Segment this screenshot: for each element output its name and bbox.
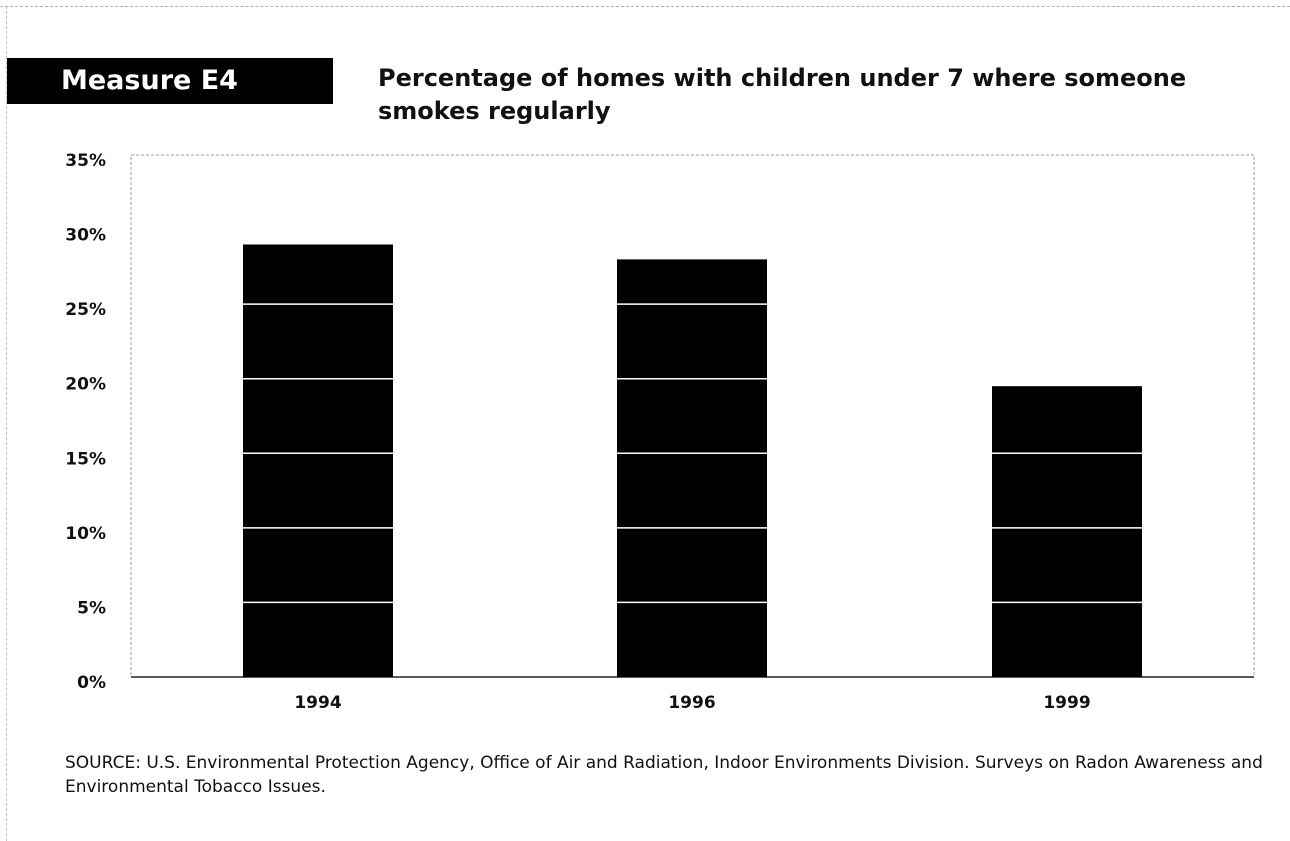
y-tick-label: 35%: [65, 151, 106, 171]
x-tick-label: 1999: [1043, 693, 1090, 713]
source-note: SOURCE: U.S. Environmental Protection Ag…: [65, 753, 1263, 797]
y-tick-label: 0%: [77, 673, 106, 693]
bar-1994: [243, 244, 393, 677]
y-tick-labels: 0% 5% 10% 15% 20% 25% 30% 35%: [65, 151, 106, 693]
page-frame-top-border: [0, 6, 1290, 7]
bar-1999: [992, 386, 1142, 677]
y-tick-label: 15%: [65, 449, 106, 469]
x-tick-labels: 1994 1996 1999: [294, 693, 1090, 713]
y-tick-label: 10%: [65, 524, 106, 544]
x-tick-label: 1994: [294, 693, 341, 713]
chart-title: Percentage of homes with children under …: [378, 64, 1187, 125]
bar-1996: [617, 259, 767, 677]
page-frame-left-border: [6, 6, 7, 841]
measure-label: Measure E4: [7, 58, 333, 104]
bars-group: [243, 244, 1142, 677]
y-tick-label: 30%: [65, 226, 106, 246]
y-tick-label: 20%: [65, 375, 106, 395]
y-tick-label: 25%: [65, 300, 106, 320]
y-tick-label: 5%: [77, 598, 106, 618]
x-tick-label: 1996: [668, 693, 715, 713]
